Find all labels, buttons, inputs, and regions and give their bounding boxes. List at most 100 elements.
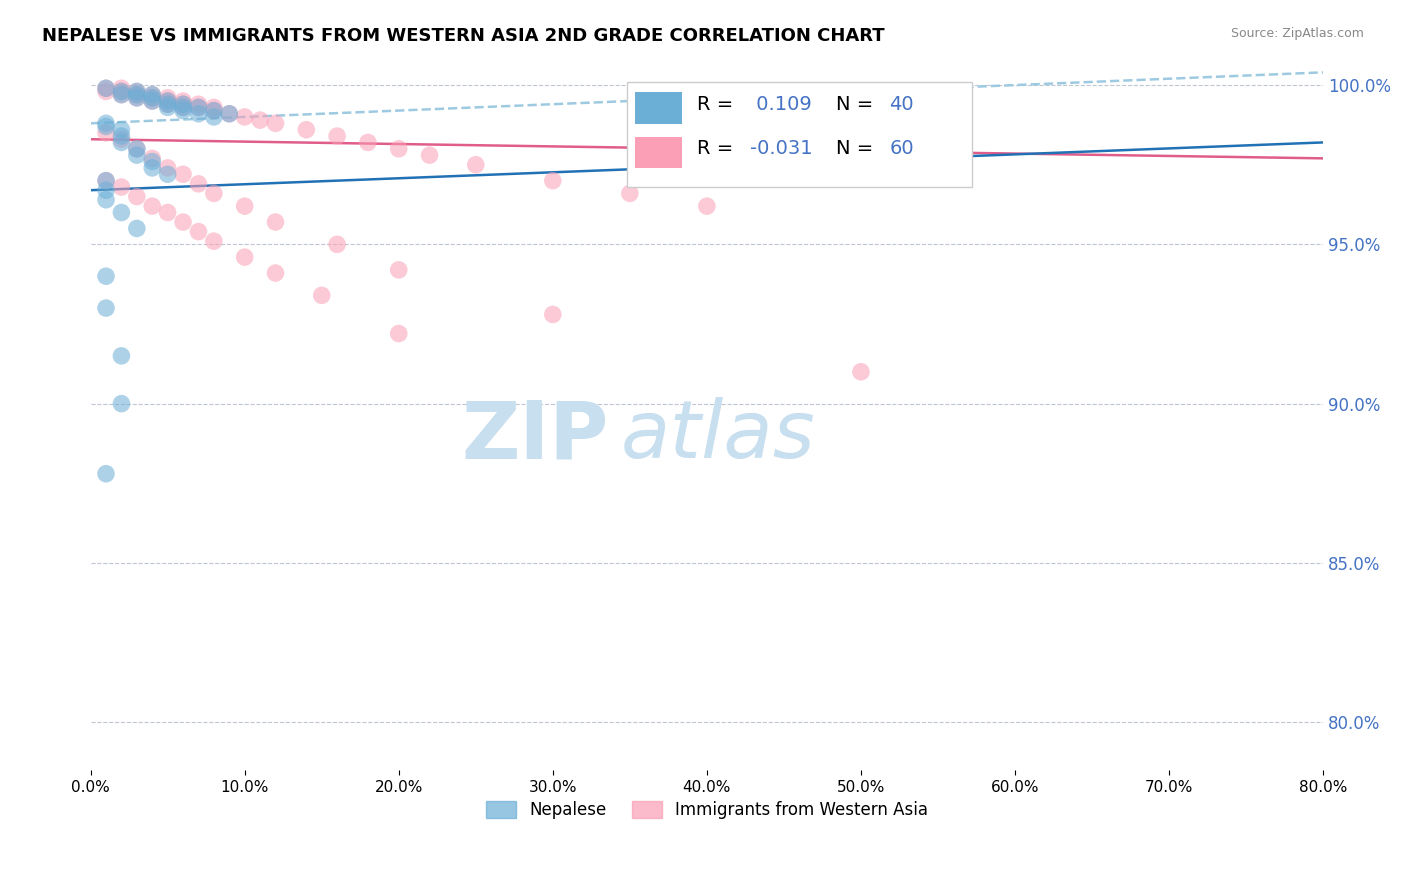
Text: -0.031: -0.031	[749, 139, 813, 158]
Point	[233, 250, 256, 264]
Point	[156, 205, 179, 219]
Point	[94, 467, 117, 481]
Point	[125, 189, 148, 203]
Point	[141, 91, 163, 105]
Point	[172, 100, 194, 114]
Point	[388, 142, 411, 156]
Point	[172, 94, 194, 108]
Point	[388, 263, 411, 277]
Point	[326, 129, 349, 144]
Point	[94, 301, 117, 315]
Point	[419, 148, 441, 162]
Point	[172, 167, 194, 181]
Text: R =: R =	[697, 95, 740, 114]
Point	[110, 349, 132, 363]
Text: 0.109: 0.109	[749, 95, 811, 114]
Point	[110, 85, 132, 99]
Point	[110, 397, 132, 411]
Point	[202, 100, 225, 114]
Point	[125, 87, 148, 102]
Point	[94, 81, 117, 95]
Point	[110, 87, 132, 102]
Point	[264, 116, 287, 130]
Point	[218, 107, 240, 121]
Point	[202, 110, 225, 124]
Point	[264, 215, 287, 229]
Point	[172, 103, 194, 118]
Point	[156, 94, 179, 108]
Point	[172, 215, 194, 229]
Point	[233, 110, 256, 124]
Point	[187, 97, 209, 112]
Point	[326, 237, 349, 252]
Text: N =: N =	[837, 95, 880, 114]
Point	[156, 97, 179, 112]
Point	[141, 91, 163, 105]
Point	[249, 113, 271, 128]
Point	[156, 91, 179, 105]
Point	[233, 199, 256, 213]
Point	[125, 91, 148, 105]
Point	[202, 186, 225, 201]
Point	[94, 269, 117, 284]
Point	[311, 288, 333, 302]
Point	[156, 161, 179, 175]
Text: Source: ZipAtlas.com: Source: ZipAtlas.com	[1230, 27, 1364, 40]
FancyBboxPatch shape	[627, 82, 972, 187]
Point	[94, 193, 117, 207]
Text: 60: 60	[889, 139, 914, 158]
Point	[541, 308, 564, 322]
Point	[125, 85, 148, 99]
Point	[187, 100, 209, 114]
Point	[141, 161, 163, 175]
Point	[125, 221, 148, 235]
Legend: Nepalese, Immigrants from Western Asia: Nepalese, Immigrants from Western Asia	[479, 794, 935, 826]
Point	[696, 199, 718, 213]
Point	[110, 180, 132, 194]
Bar	[636, 92, 682, 123]
Point	[94, 183, 117, 197]
Point	[94, 174, 117, 188]
Point	[94, 126, 117, 140]
Point	[141, 94, 163, 108]
Point	[125, 142, 148, 156]
Point	[541, 174, 564, 188]
Point	[202, 234, 225, 248]
Text: atlas: atlas	[620, 397, 815, 475]
Point	[141, 154, 163, 169]
Text: 40: 40	[889, 95, 914, 114]
Point	[202, 103, 225, 118]
Point	[110, 132, 132, 146]
Point	[94, 81, 117, 95]
Point	[110, 85, 132, 99]
Point	[172, 100, 194, 114]
Point	[264, 266, 287, 280]
Text: NEPALESE VS IMMIGRANTS FROM WESTERN ASIA 2ND GRADE CORRELATION CHART: NEPALESE VS IMMIGRANTS FROM WESTERN ASIA…	[42, 27, 884, 45]
Point	[125, 148, 148, 162]
Point	[141, 199, 163, 213]
Text: ZIP: ZIP	[461, 397, 609, 475]
Point	[172, 97, 194, 112]
Point	[295, 122, 318, 136]
Bar	[636, 137, 682, 169]
Text: R =: R =	[697, 139, 740, 158]
Point	[125, 142, 148, 156]
Point	[187, 107, 209, 121]
Point	[388, 326, 411, 341]
Point	[202, 103, 225, 118]
Point	[141, 152, 163, 166]
Text: N =: N =	[837, 139, 880, 158]
Point	[125, 87, 148, 102]
Point	[218, 107, 240, 121]
Point	[156, 94, 179, 108]
Point	[110, 205, 132, 219]
Point	[849, 365, 872, 379]
Point	[110, 81, 132, 95]
Point	[357, 136, 380, 150]
Point	[464, 158, 486, 172]
Point	[110, 136, 132, 150]
Point	[187, 225, 209, 239]
Point	[125, 91, 148, 105]
Point	[94, 174, 117, 188]
Point	[94, 116, 117, 130]
